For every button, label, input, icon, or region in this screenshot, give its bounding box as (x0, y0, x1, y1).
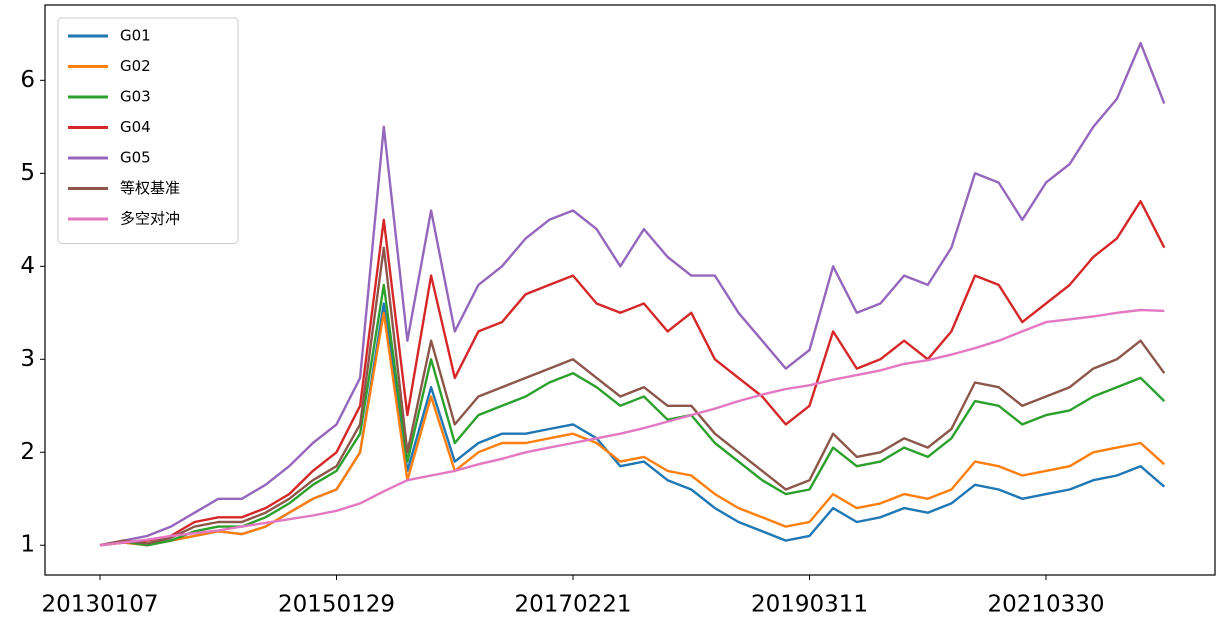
x-tick-label: 20150129 (278, 592, 395, 618)
legend-label: G03 (120, 88, 151, 106)
y-tick-label: 1 (20, 532, 35, 558)
y-tick-label: 6 (20, 67, 35, 93)
legend-label: G01 (120, 27, 151, 45)
y-tick-label: 4 (20, 253, 35, 279)
axes-frame (44, 4, 1216, 576)
x-tick-label: 20210330 (987, 592, 1104, 618)
series-line (99, 41, 1166, 547)
series-line (99, 246, 1166, 547)
legend-label: 等权基准 (120, 179, 180, 197)
y-tick-label: 2 (20, 439, 35, 465)
series-line (99, 200, 1166, 547)
y-tick-label: 5 (20, 160, 35, 186)
x-tick-label: 20170221 (514, 592, 631, 618)
series-line (99, 283, 1166, 547)
y-tick-label: 3 (20, 346, 35, 372)
series-line (99, 308, 1165, 547)
legend-label: 多空对冲 (120, 210, 180, 228)
legend-label: G02 (120, 57, 151, 75)
legend-label: G04 (120, 118, 151, 136)
legend-label: G05 (120, 149, 151, 167)
x-tick-label: 20130107 (41, 592, 158, 618)
x-tick-label: 20190311 (751, 592, 868, 618)
plot-area (99, 41, 1166, 547)
series-line (99, 311, 1166, 547)
